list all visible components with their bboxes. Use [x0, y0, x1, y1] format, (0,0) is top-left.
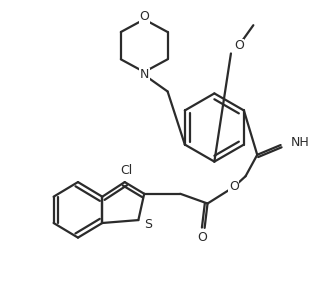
Text: S: S	[144, 218, 152, 231]
Text: Cl: Cl	[121, 164, 133, 177]
Text: N: N	[140, 69, 149, 81]
Text: O: O	[229, 181, 239, 193]
Text: O: O	[234, 39, 244, 52]
Text: O: O	[139, 10, 149, 23]
Text: NH: NH	[290, 136, 309, 149]
Text: O: O	[198, 231, 208, 244]
